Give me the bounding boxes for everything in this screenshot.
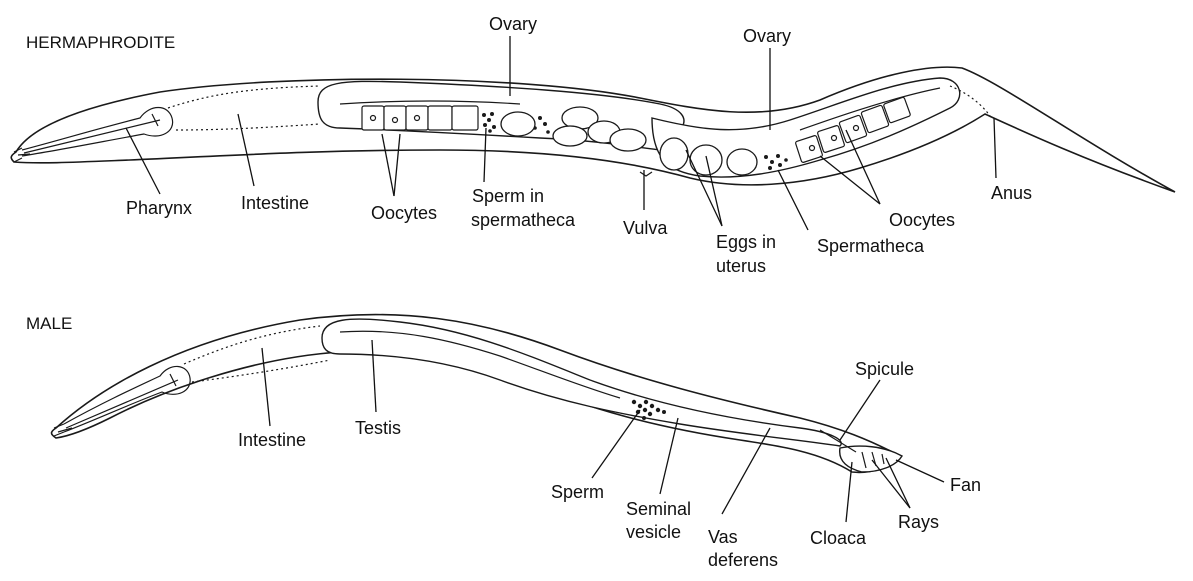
male-figure: MALE — [26, 313, 981, 570]
hermaphrodite-oocytes-left — [361, 105, 479, 131]
label-seminal-line2: vesicle — [626, 522, 681, 542]
label-eggs-line2: uterus — [716, 256, 766, 276]
hermaphrodite-intestine-line-top — [167, 85, 321, 109]
label-spicule: Spicule — [855, 359, 914, 379]
hermaphrodite-intestine-tail — [949, 85, 991, 117]
hermaphrodite-oocytes-right — [795, 96, 911, 163]
label-eggs-line1: Eggs in — [716, 232, 776, 252]
label-ovary-left: Ovary — [489, 14, 537, 34]
label-cloaca: Cloaca — [810, 528, 867, 548]
label-ovary-right: Ovary — [743, 26, 791, 46]
label-pharynx: Pharynx — [126, 198, 192, 218]
label-vas-line2: deferens — [708, 550, 778, 570]
male-pharynx-shape — [63, 365, 191, 433]
hermaphrodite-gonad-right-rachis — [799, 87, 941, 131]
label-sperm: Sperm — [551, 482, 604, 502]
male-title: MALE — [26, 314, 72, 333]
hermaphrodite-head-lips — [13, 147, 31, 163]
label-intestine-male: Intestine — [238, 430, 306, 450]
hermaphrodite-intestine-line-bottom — [175, 123, 321, 131]
male-pharynx-lumen — [65, 373, 179, 429]
label-fan: Fan — [950, 475, 981, 495]
label-sperm-in-line1: Sperm in — [472, 186, 544, 206]
hermaphrodite-sperm-right — [764, 154, 788, 170]
male-gonad — [321, 318, 842, 447]
male-spicule — [819, 429, 857, 453]
male-sperm-cluster — [631, 399, 666, 420]
label-anus: Anus — [991, 183, 1032, 203]
hermaphrodite-eggs-right — [659, 137, 758, 176]
label-oocytes-left: Oocytes — [371, 203, 437, 223]
male-head-lips — [53, 423, 73, 437]
male-body-outline — [50, 313, 902, 474]
hermaphrodite-leader-lines — [125, 36, 997, 231]
label-sperm-in-line2: spermatheca — [471, 210, 576, 230]
hermaphrodite-pharynx-lumen — [23, 113, 161, 154]
hermaphrodite-vulva — [639, 171, 653, 177]
label-vulva: Vulva — [623, 218, 668, 238]
male-fan — [839, 445, 903, 473]
hermaphrodite-eggs-left — [500, 106, 647, 152]
hermaphrodite-figure: HERMAPHRODITE — [10, 14, 1176, 276]
label-oocytes-right: Oocytes — [889, 210, 955, 230]
hermaphrodite-sperm-left — [482, 112, 550, 134]
label-testis: Testis — [355, 418, 401, 438]
male-intestine-line-bottom — [191, 359, 331, 383]
label-intestine-herm: Intestine — [241, 193, 309, 213]
label-spermatheca: Spermatheca — [817, 236, 925, 256]
hermaphrodite-pharynx-shape — [21, 106, 174, 157]
male-testis-rachis — [339, 330, 621, 399]
label-seminal-line1: Seminal — [626, 499, 691, 519]
label-vas-line1: Vas — [708, 527, 738, 547]
hermaphrodite-title: HERMAPHRODITE — [26, 33, 175, 52]
hermaphrodite-gonad-left-rachis — [339, 100, 521, 105]
male-leader-lines — [261, 339, 945, 523]
male-intestine-line-top — [183, 325, 321, 365]
label-rays: Rays — [898, 512, 939, 532]
